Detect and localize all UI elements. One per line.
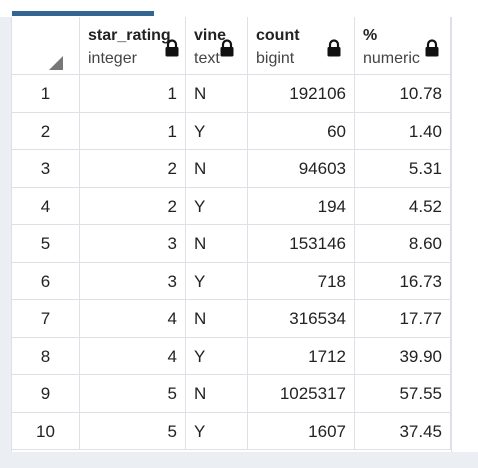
row-number[interactable]: 8 — [12, 337, 80, 375]
table-cell[interactable]: Y — [186, 187, 248, 225]
status-strip — [0, 452, 478, 468]
table-cell[interactable]: 4.52 — [355, 187, 451, 225]
table-cell[interactable]: Y — [186, 412, 248, 450]
table-cell[interactable]: N — [186, 150, 248, 188]
table-cell[interactable]: 10.78 — [355, 75, 451, 113]
table-cell[interactable]: N — [186, 75, 248, 113]
table-cell[interactable]: N — [186, 375, 248, 413]
table-cell[interactable]: 1 — [80, 75, 186, 113]
table-cell[interactable]: 3 — [80, 225, 186, 263]
table-cell[interactable]: 3 — [80, 262, 186, 300]
select-all-triangle-icon — [49, 56, 63, 70]
column-type: text — [194, 50, 220, 67]
column-type: numeric — [363, 50, 420, 67]
lock-icon — [219, 39, 235, 57]
row-number[interactable]: 6 — [12, 262, 80, 300]
table-cell[interactable]: 1712 — [248, 337, 355, 375]
column-header[interactable]: count bigint — [248, 17, 355, 75]
table-cell[interactable]: N — [186, 225, 248, 263]
column-name: vine — [194, 27, 226, 44]
table-cell[interactable]: 194 — [248, 187, 355, 225]
column-header[interactable]: % numeric — [355, 17, 451, 75]
table-cell[interactable]: 60 — [248, 112, 355, 150]
lock-icon — [326, 39, 342, 57]
row-number[interactable]: 10 — [12, 412, 80, 450]
table-cell[interactable]: 16.73 — [355, 262, 451, 300]
lock-icon — [424, 39, 440, 57]
table-cell[interactable]: N — [186, 300, 248, 338]
table-cell[interactable]: 39.90 — [355, 337, 451, 375]
row-number[interactable]: 5 — [12, 225, 80, 263]
table-cell[interactable]: 8.60 — [355, 225, 451, 263]
table-cell[interactable]: 1607 — [248, 412, 355, 450]
table-cell[interactable]: 192106 — [248, 75, 355, 113]
table-cell[interactable]: 2 — [80, 187, 186, 225]
table-cell[interactable]: Y — [186, 262, 248, 300]
column-type: integer — [88, 50, 137, 67]
row-number[interactable]: 4 — [12, 187, 80, 225]
column-name: % — [363, 27, 378, 44]
table-cell[interactable]: 4 — [80, 337, 186, 375]
column-name: count — [256, 27, 300, 44]
table-cell[interactable]: 2 — [80, 150, 186, 188]
table-cell[interactable]: 1 — [80, 112, 186, 150]
table-cell[interactable]: 5 — [80, 412, 186, 450]
table-cell[interactable]: 718 — [248, 262, 355, 300]
table-cell[interactable]: 5.31 — [355, 150, 451, 188]
table-cell[interactable]: 57.55 — [355, 375, 451, 413]
table-cell[interactable]: Y — [186, 337, 248, 375]
select-all-corner[interactable] — [12, 17, 80, 75]
column-type: bigint — [256, 50, 295, 67]
row-number[interactable]: 7 — [12, 300, 80, 338]
row-number[interactable]: 2 — [12, 112, 80, 150]
table-cell[interactable]: 17.77 — [355, 300, 451, 338]
table-cell[interactable]: 4 — [80, 300, 186, 338]
table-cell[interactable]: 316534 — [248, 300, 355, 338]
row-number[interactable]: 9 — [12, 375, 80, 413]
row-number[interactable]: 3 — [12, 150, 80, 188]
result-grid: star_rating integer vine text count bigint% nu… — [12, 17, 452, 452]
data-output-panel: star_rating integer vine text count bigint% nu… — [11, 17, 478, 452]
table-cell[interactable]: 37.45 — [355, 412, 451, 450]
table-cell[interactable]: 5 — [80, 375, 186, 413]
table-cell[interactable]: Y — [186, 112, 248, 150]
column-name: star_rating — [88, 27, 171, 44]
table-cell[interactable]: 153146 — [248, 225, 355, 263]
column-header[interactable]: vine text — [186, 17, 248, 75]
lock-icon — [164, 39, 180, 57]
active-tab-indicator[interactable] — [12, 11, 154, 16]
table-cell[interactable]: 94603 — [248, 150, 355, 188]
row-number[interactable]: 1 — [12, 75, 80, 113]
table-cell[interactable]: 1025317 — [248, 375, 355, 413]
table-cell[interactable]: 1.40 — [355, 112, 451, 150]
result-tab-strip — [0, 0, 478, 17]
